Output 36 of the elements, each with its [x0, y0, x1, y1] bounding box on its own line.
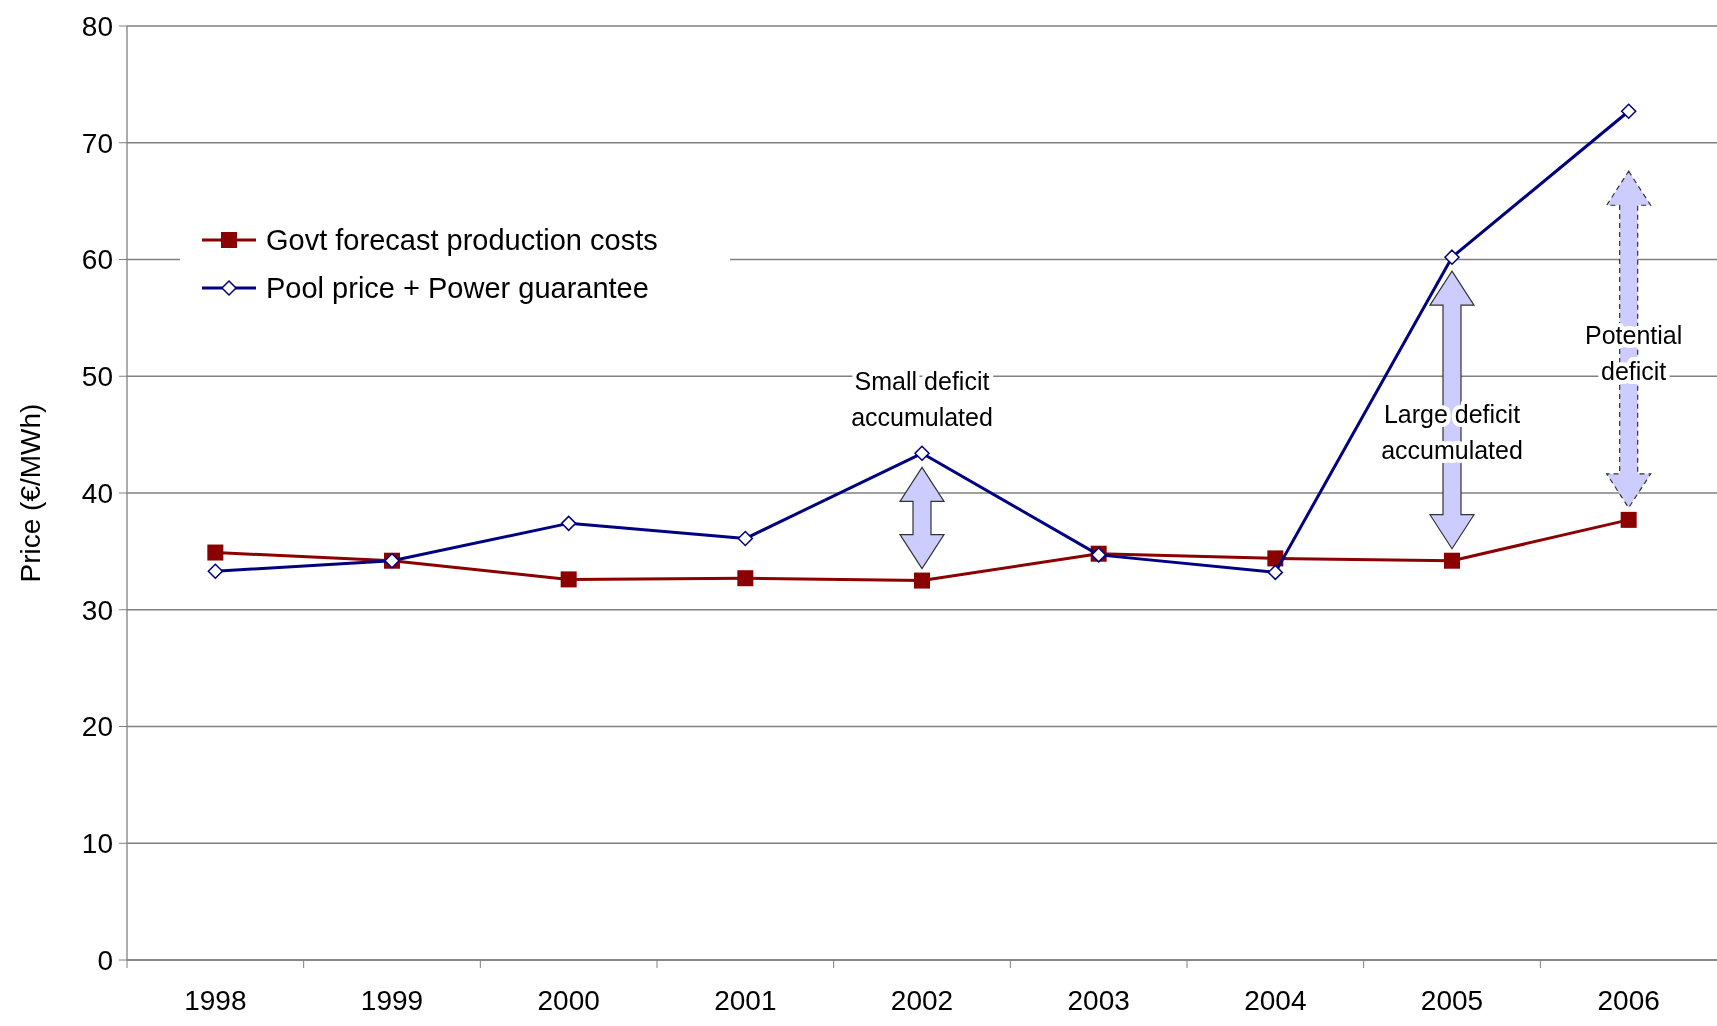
y-axis-title: Price (€/MWh): [15, 403, 46, 583]
point: [737, 570, 754, 587]
y-tick-label: 10: [81, 828, 113, 860]
y-tick-label: 50: [81, 361, 113, 393]
point: [560, 571, 577, 588]
y-tick-label: 70: [81, 127, 113, 159]
annotation: Potential deficit: [1585, 320, 1683, 385]
point: [1267, 564, 1284, 581]
x-tick-label: 2003: [1067, 985, 1130, 1016]
point: [914, 445, 930, 462]
y-tick-label: 60: [81, 244, 113, 276]
annotation: Small deficit accumulated: [851, 367, 993, 432]
point: [914, 572, 930, 589]
point: [207, 563, 224, 579]
y-tick-label: 20: [81, 711, 113, 743]
point: [1444, 552, 1460, 569]
point: [207, 544, 224, 561]
point: [1620, 103, 1637, 119]
x-tick-label: 2006: [1597, 985, 1660, 1016]
legend-label: Pool price + Power guarantee: [266, 272, 649, 305]
x-tick-label: 1999: [360, 985, 424, 1016]
y-tick-label: 30: [81, 594, 113, 626]
y-tick-label: 40: [81, 477, 113, 509]
y-tick-label: 0: [97, 944, 113, 976]
point: [737, 530, 754, 547]
point: [1444, 249, 1460, 265]
x-tick-label: 2001: [714, 985, 777, 1016]
legend-label: Govt forecast production costs: [266, 224, 658, 257]
x-tick-label: 2005: [1420, 985, 1484, 1016]
x-tick-label: 2000: [537, 985, 600, 1016]
x-tick-label: 1998: [184, 985, 247, 1016]
point: [1620, 511, 1637, 528]
x-tick-label: 2002: [890, 985, 954, 1016]
point: [560, 515, 577, 532]
x-tick-label: 2004: [1244, 985, 1307, 1016]
y-tick-label: 80: [81, 10, 113, 42]
